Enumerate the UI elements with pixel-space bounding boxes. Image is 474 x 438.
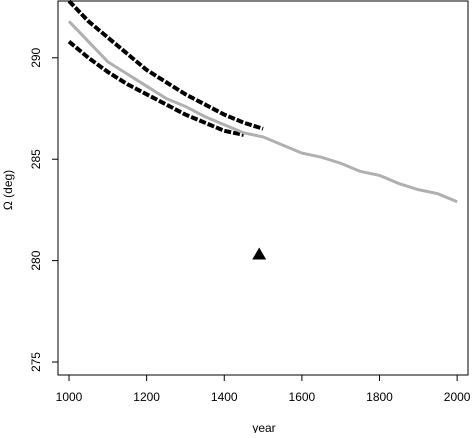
series-line xyxy=(67,0,264,131)
x-tick-label: 1400 xyxy=(211,390,238,404)
x-tick-label: 1000 xyxy=(56,390,83,404)
y-tick-label: 280 xyxy=(29,250,43,270)
x-axis-label: year xyxy=(252,421,275,433)
point-marker xyxy=(252,247,267,260)
plot-frame xyxy=(57,0,469,376)
y-tick-label: 290 xyxy=(29,47,43,67)
x-tick-label: 1800 xyxy=(366,390,393,404)
y-axis-label: Ω (deg) xyxy=(1,170,15,210)
series-line xyxy=(67,20,458,204)
series-line xyxy=(67,40,245,137)
y-tick-label: 285 xyxy=(29,149,43,169)
x-tick-label: 1600 xyxy=(289,390,316,404)
x-tick-label: 1200 xyxy=(133,390,160,404)
x-tick-label: 2000 xyxy=(444,390,471,404)
y-tick-label: 275 xyxy=(29,352,43,372)
